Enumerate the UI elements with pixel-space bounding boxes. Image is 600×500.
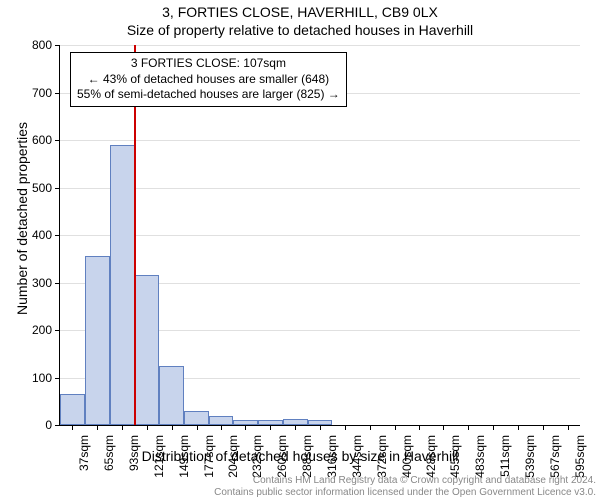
y-axis-label: Number of detached properties <box>14 122 30 315</box>
x-tick-mark <box>147 425 148 430</box>
y-tick-mark <box>55 188 60 189</box>
y-tick-mark <box>55 425 60 426</box>
x-tick-mark <box>370 425 371 430</box>
grid-line <box>60 140 580 141</box>
x-tick-mark <box>270 425 271 430</box>
x-tick-mark <box>72 425 73 430</box>
footer-line-1: Contains HM Land Registry data © Crown c… <box>0 475 596 487</box>
info-line-property: 3 FORTIES CLOSE: 107sqm <box>77 56 340 72</box>
y-tick-label: 800 <box>4 38 52 52</box>
grid-line <box>60 235 580 236</box>
x-tick-mark <box>443 425 444 430</box>
x-tick-mark <box>395 425 396 430</box>
x-tick-mark <box>122 425 123 430</box>
grid-line <box>60 45 580 46</box>
info-callout-box: 3 FORTIES CLOSE: 107sqm ← 43% of detache… <box>70 52 347 107</box>
x-tick-mark <box>172 425 173 430</box>
histogram-bar <box>110 145 135 425</box>
histogram-bar <box>159 366 184 425</box>
x-tick-mark <box>320 425 321 430</box>
x-tick-mark <box>221 425 222 430</box>
y-tick-label: 100 <box>4 371 52 385</box>
y-tick-mark <box>55 283 60 284</box>
x-tick-mark <box>197 425 198 430</box>
x-tick-mark <box>518 425 519 430</box>
histogram-bar <box>60 394 85 425</box>
y-tick-mark <box>55 45 60 46</box>
y-tick-mark <box>55 378 60 379</box>
x-tick-mark <box>295 425 296 430</box>
histogram-bar <box>135 275 160 425</box>
y-tick-label: 700 <box>4 86 52 100</box>
histogram-bar <box>209 416 233 426</box>
x-axis-label: Distribution of detached houses by size … <box>0 448 600 464</box>
y-tick-mark <box>55 330 60 331</box>
x-tick-mark <box>543 425 544 430</box>
y-tick-mark <box>55 235 60 236</box>
y-tick-label: 200 <box>4 323 52 337</box>
attribution-footer: Contains HM Land Registry data © Crown c… <box>0 475 600 498</box>
y-tick-mark <box>55 140 60 141</box>
info-line-smaller: ← 43% of detached houses are smaller (64… <box>77 72 340 88</box>
y-tick-label: 0 <box>4 418 52 432</box>
x-tick-mark <box>468 425 469 430</box>
info-line-larger: 55% of semi-detached houses are larger (… <box>77 87 340 103</box>
histogram-bar <box>184 411 209 425</box>
subtitle: Size of property relative to detached ho… <box>0 22 600 38</box>
x-tick-mark <box>568 425 569 430</box>
footer-line-2: Contains public sector information licen… <box>0 487 596 499</box>
address-title: 3, FORTIES CLOSE, HAVERHILL, CB9 0LX <box>0 4 600 20</box>
x-tick-mark <box>493 425 494 430</box>
x-tick-mark <box>419 425 420 430</box>
x-tick-mark <box>345 425 346 430</box>
x-tick-mark <box>97 425 98 430</box>
grid-line <box>60 188 580 189</box>
y-tick-mark <box>55 93 60 94</box>
histogram-bar <box>85 256 110 425</box>
x-tick-mark <box>245 425 246 430</box>
